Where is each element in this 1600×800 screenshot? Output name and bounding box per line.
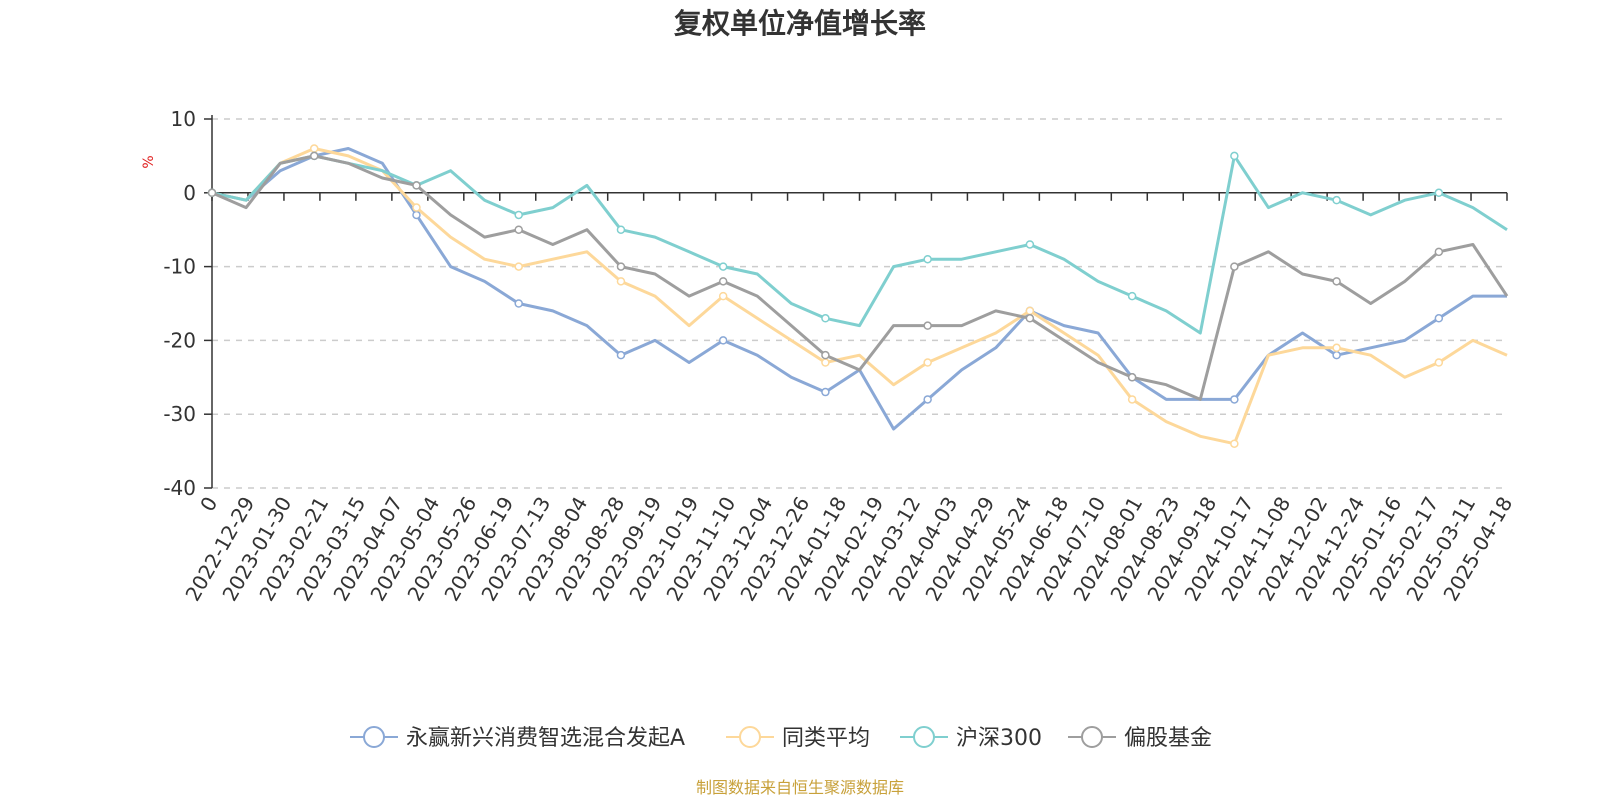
data-point bbox=[821, 350, 830, 360]
data-point bbox=[412, 203, 421, 212]
data-point bbox=[616, 277, 626, 286]
x-axis: 02022-12-292023-01-302023-02-212023-03-1… bbox=[180, 192, 1517, 605]
data-point bbox=[718, 291, 728, 301]
data-point bbox=[718, 277, 728, 286]
legend-marker bbox=[363, 726, 385, 748]
data-point bbox=[1025, 240, 1035, 249]
series-line bbox=[211, 154, 1509, 401]
y-tick-label: -20 bbox=[163, 328, 196, 352]
y-tick-label: 0 bbox=[183, 181, 196, 205]
data-point bbox=[616, 350, 626, 360]
data-point bbox=[616, 262, 626, 271]
chart-title: 复权单位净值增长率 bbox=[674, 7, 926, 40]
y-tick-label: -10 bbox=[163, 255, 196, 279]
series-group bbox=[207, 147, 1507, 431]
data-point bbox=[1434, 188, 1444, 198]
legend-item[interactable]: 永赢新兴消费智选混合发起A bbox=[350, 726, 685, 751]
legend-item[interactable]: 同类平均 bbox=[726, 726, 870, 751]
data-point bbox=[1230, 439, 1239, 448]
series-lines bbox=[207, 144, 1509, 448]
series-line bbox=[211, 147, 1508, 446]
series-group bbox=[207, 151, 1509, 401]
data-point bbox=[616, 225, 626, 234]
legend-item[interactable]: 偏股基金 bbox=[1068, 726, 1212, 751]
legend-marker bbox=[739, 726, 761, 748]
data-point bbox=[1434, 247, 1444, 257]
y-tick-label: -40 bbox=[163, 476, 196, 500]
data-point bbox=[514, 262, 523, 271]
data-point bbox=[514, 225, 523, 234]
data-point bbox=[412, 210, 421, 220]
data-point bbox=[1332, 277, 1341, 286]
data-point bbox=[514, 299, 523, 308]
legend-item[interactable]: 沪深300 bbox=[900, 726, 1042, 751]
y-axis: 10 0 -10 -20 -30 -40 bbox=[163, 107, 213, 500]
legend-marker bbox=[913, 726, 935, 748]
x-tick-label: 0 bbox=[195, 493, 222, 516]
data-point bbox=[1434, 358, 1444, 367]
legend-label: 偏股基金 bbox=[1124, 726, 1212, 751]
series-group bbox=[207, 151, 1508, 335]
data-source-note: 制图数据来自恒生聚源数据库 bbox=[696, 778, 904, 797]
data-point bbox=[1332, 350, 1341, 360]
data-point bbox=[923, 254, 932, 264]
legend[interactable]: 永赢新兴消费智选混合发起A 同类平均 沪深300 偏股基金 bbox=[350, 726, 1212, 751]
data-point bbox=[1127, 395, 1137, 404]
data-point bbox=[923, 358, 932, 367]
data-point bbox=[1127, 373, 1137, 382]
data-point bbox=[1127, 291, 1137, 301]
data-point bbox=[718, 336, 728, 345]
legend-label: 永赢新兴消费智选混合发起A bbox=[406, 726, 685, 751]
series-line bbox=[211, 147, 1507, 431]
data-point bbox=[207, 188, 217, 198]
y-tick-label: 10 bbox=[171, 107, 196, 131]
data-point bbox=[1025, 306, 1035, 316]
data-point bbox=[718, 262, 728, 271]
legend-label: 同类平均 bbox=[782, 726, 870, 751]
data-point bbox=[309, 151, 319, 161]
data-point bbox=[514, 210, 523, 220]
legend-label: 沪深300 bbox=[956, 726, 1042, 751]
data-point bbox=[412, 181, 421, 190]
data-point bbox=[309, 144, 319, 153]
legend-marker bbox=[1081, 726, 1103, 748]
data-point bbox=[821, 387, 830, 397]
data-point bbox=[923, 395, 932, 404]
data-point bbox=[821, 314, 830, 323]
data-point bbox=[821, 358, 830, 367]
data-point bbox=[1230, 151, 1239, 161]
data-point bbox=[1332, 195, 1341, 205]
data-point bbox=[1230, 395, 1239, 404]
y-tick-label: -30 bbox=[163, 402, 196, 426]
grid-lines bbox=[212, 118, 1507, 489]
y-axis-unit: % bbox=[141, 155, 157, 168]
data-point bbox=[1332, 343, 1341, 353]
data-point bbox=[923, 321, 932, 330]
data-point bbox=[1025, 314, 1035, 323]
series-group bbox=[207, 144, 1508, 448]
series-line bbox=[211, 154, 1508, 335]
data-point bbox=[1230, 262, 1239, 271]
data-point bbox=[1434, 314, 1444, 323]
